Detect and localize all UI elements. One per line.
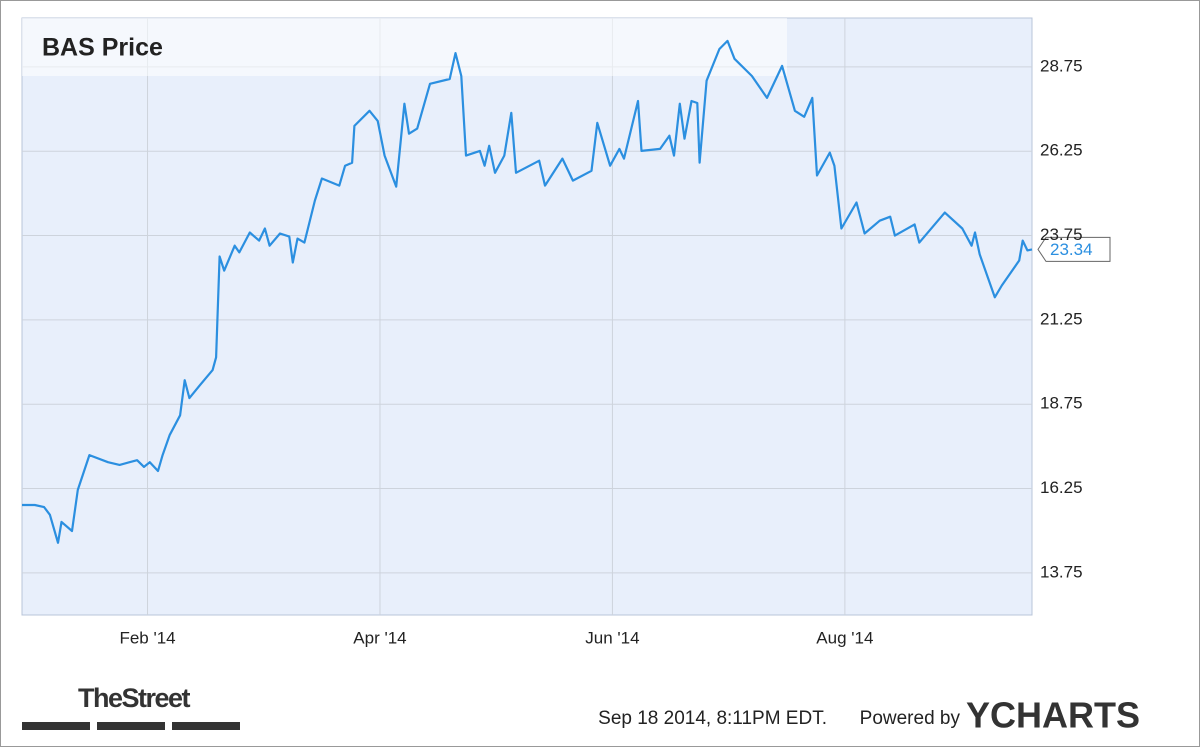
plot-area bbox=[21, 17, 1033, 616]
last-value-callout bbox=[1037, 236, 1111, 262]
y-tick-label: 28.75 bbox=[1040, 56, 1083, 75]
powered-by: Powered by bbox=[860, 708, 961, 729]
x-tick-label: Jun '14 bbox=[585, 628, 639, 647]
chart-title: BAS Price bbox=[42, 34, 163, 62]
y-tick-label: 13.75 bbox=[1040, 562, 1083, 581]
last-value-label: 23.34 bbox=[1050, 240, 1093, 259]
brand-bar bbox=[97, 722, 165, 730]
y-tick-label: 26.25 bbox=[1040, 141, 1083, 160]
brand-bar bbox=[22, 722, 90, 730]
title-band bbox=[22, 18, 787, 76]
brand-bar bbox=[172, 722, 240, 730]
x-tick-label: Apr '14 bbox=[353, 628, 406, 647]
x-tick-label: Aug '14 bbox=[816, 628, 873, 647]
y-tick-label: 18.75 bbox=[1040, 394, 1083, 413]
y-tick-label: 23.75 bbox=[1040, 225, 1083, 244]
ycharts-logo: YCHARTS bbox=[966, 695, 1140, 736]
price-line bbox=[22, 39, 1033, 544]
y-tick-label: 16.25 bbox=[1040, 478, 1083, 497]
x-tick-label: Feb '14 bbox=[119, 628, 175, 647]
y-tick-label: 21.25 bbox=[1040, 309, 1083, 328]
brand: TheStreet bbox=[78, 683, 191, 713]
timestamp: Sep 18 2014, 8:11PM EDT. bbox=[598, 708, 827, 729]
